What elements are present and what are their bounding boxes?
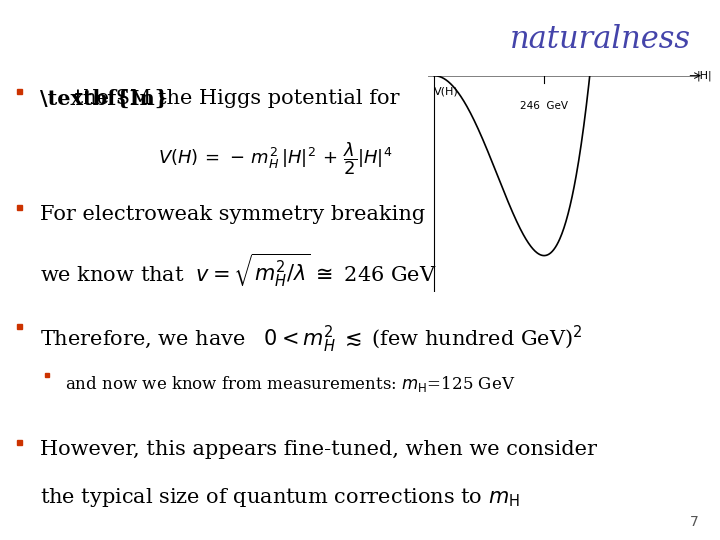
Bar (45, 373, 49, 377)
Text: |H|: |H| (696, 70, 712, 81)
Text: $V(H)\,=\,-\,m_H^2\,|H|^2\,+\,\dfrac{\lambda}{2}|H|^4$: $V(H)\,=\,-\,m_H^2\,|H|^2\,+\,\dfrac{\la… (158, 140, 393, 177)
Text: the typical size of quantum corrections to $m_\mathrm{H}$: the typical size of quantum corrections … (40, 486, 519, 509)
Text: \textbf{In}: \textbf{In} (40, 89, 168, 109)
Text: we know that  $v = \sqrt{m_H^2/\lambda}\,\cong$ 246 GeV: we know that $v = \sqrt{m_H^2/\lambda}\,… (40, 251, 436, 289)
Bar (17, 323, 22, 329)
Text: Therefore, we have  $\;0 < m_H^2\;\lesssim\;$(few hundred GeV)$^2$: Therefore, we have $\;0 < m_H^2\;\lesssi… (40, 324, 582, 355)
Text: naturalness: naturalness (510, 24, 691, 55)
Text: and now we know from measurements: $m_\mathrm{H}$=125 GeV: and now we know from measurements: $m_\m… (65, 374, 515, 394)
Bar (17, 440, 22, 445)
Text: the SM the Higgs potential for: the SM the Higgs potential for (68, 89, 400, 108)
Text: 7: 7 (690, 515, 698, 529)
Text: V(H): V(H) (433, 86, 459, 97)
Bar (17, 205, 22, 210)
Text: However, this appears fine-tuned, when we consider: However, this appears fine-tuned, when w… (40, 440, 597, 459)
Text: 246  GeV: 246 GeV (520, 101, 568, 111)
Text: For electroweak symmetry breaking: For electroweak symmetry breaking (40, 205, 425, 224)
Bar (17, 89, 22, 94)
